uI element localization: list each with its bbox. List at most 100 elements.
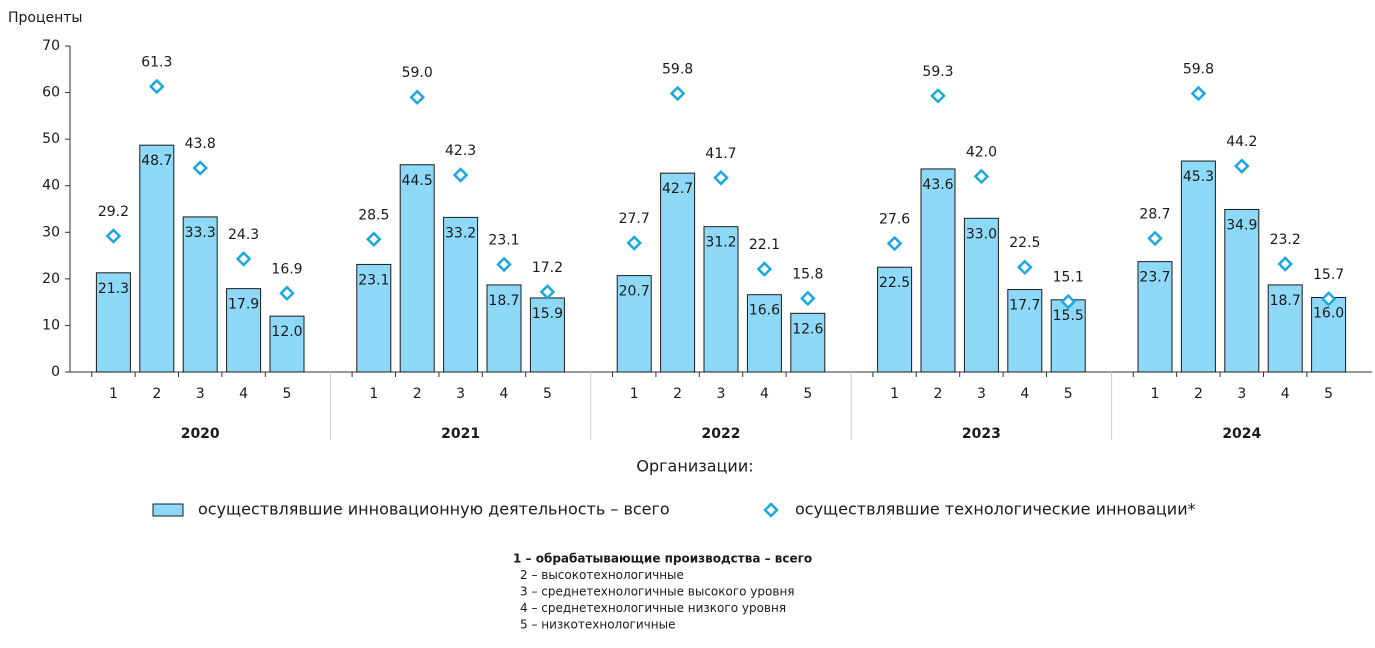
marker (626, 235, 642, 251)
data-label: 17.2 (532, 260, 563, 276)
note: 4 – среднетехнологичные низкого уровня (520, 601, 786, 615)
data-label: 24.3 (228, 227, 259, 243)
bar (1311, 296, 1347, 373)
y-tick-label: 40 (42, 178, 60, 194)
bar (182, 216, 218, 373)
bar (660, 172, 696, 373)
marker (366, 231, 382, 248)
data-label: 59.3 (922, 64, 953, 80)
x-tick-label: 3 (717, 386, 726, 402)
data-label: 18.7 (488, 293, 519, 309)
data-label: 15.1 (1053, 270, 1084, 286)
note: 1 – обрабатывающие производства – всего (513, 552, 812, 566)
data-label: 27.6 (879, 211, 910, 227)
bar (616, 275, 652, 373)
group-label: 2021 (441, 426, 480, 442)
data-label: 33.3 (185, 225, 216, 241)
x-tick-label: 4 (1281, 386, 1290, 402)
note: 5 – низкотехнологичные (520, 618, 675, 632)
legend-label: осуществлявшие технологические инновации… (795, 500, 1196, 519)
x-tick-label: 4 (239, 386, 248, 402)
marker (149, 78, 165, 95)
legend-label: осуществлявшие инновационную деятельност… (198, 500, 670, 519)
x-tick-label: 2 (934, 386, 943, 402)
x-tick-label: 5 (803, 386, 812, 402)
data-label: 28.7 (1139, 206, 1170, 222)
bar (1007, 289, 1043, 373)
data-label: 15.7 (1313, 267, 1344, 283)
bar (1224, 208, 1260, 373)
group-label: 2024 (1222, 426, 1261, 442)
group-label: 2022 (702, 426, 741, 442)
marker (452, 167, 469, 183)
x-tick-label: 1 (630, 386, 639, 402)
x-tick-label: 1 (109, 386, 118, 402)
data-label: 16.9 (271, 261, 302, 277)
marker (756, 261, 773, 277)
marker (930, 88, 946, 104)
y-tick-label: 30 (42, 224, 60, 240)
marker (1234, 158, 1250, 174)
x-tick-label: 1 (1151, 386, 1160, 402)
group-label: 2023 (962, 426, 1001, 442)
y-tick-label: 20 (42, 271, 60, 287)
marker (669, 85, 686, 102)
data-label: 21.3 (98, 281, 129, 297)
x-tick-label: 3 (196, 386, 205, 402)
data-label: 15.9 (532, 306, 563, 322)
note: 3 – среднетехнологичные высокого уровня (520, 585, 795, 599)
bar (226, 288, 262, 373)
data-label: 45.3 (1183, 169, 1214, 185)
note: 2 – высокотехнологичные (520, 568, 684, 582)
data-label: 33.2 (445, 225, 476, 241)
data-label: 20.7 (619, 284, 650, 300)
data-label: 34.9 (1226, 217, 1257, 233)
data-label: 42.7 (662, 181, 693, 197)
bar (356, 263, 392, 373)
x-tick-label: 4 (1020, 386, 1029, 402)
data-label: 23.7 (1139, 270, 1170, 286)
bar (877, 266, 913, 373)
bar (920, 168, 956, 373)
marker (1190, 85, 1207, 102)
marker (1277, 256, 1293, 272)
data-label: 59.8 (1183, 62, 1214, 78)
y-tick-label: 70 (42, 38, 60, 54)
legend-swatch (763, 502, 779, 518)
x-tick-label: 1 (890, 386, 899, 402)
marker (800, 290, 816, 307)
y-tick-label: 10 (42, 317, 60, 333)
x-tick-label: 2 (413, 386, 422, 402)
x-tick-label: 3 (456, 386, 465, 402)
bar (139, 144, 175, 373)
marker (713, 170, 729, 186)
marker (105, 228, 122, 244)
x-tick-label: 5 (1324, 386, 1333, 402)
y-tick-label: 60 (42, 85, 60, 101)
data-label: 43.6 (922, 177, 953, 193)
data-label: 42.3 (445, 143, 476, 159)
marker (1320, 291, 1337, 307)
data-label: 27.7 (619, 211, 650, 227)
x-tick-label: 1 (369, 386, 378, 402)
marker (539, 284, 556, 300)
x-tick-label: 4 (760, 386, 769, 402)
bar (703, 226, 739, 373)
data-label: 23.1 (488, 232, 519, 248)
marker (1147, 230, 1163, 247)
bar (746, 294, 782, 373)
bar (95, 272, 131, 373)
data-label: 44.5 (402, 173, 433, 189)
y-tick-label: 0 (51, 364, 60, 380)
data-label: 18.7 (1270, 293, 1301, 309)
bar (790, 312, 826, 373)
x-tick-label: 2 (1194, 386, 1203, 402)
y-tick-label: 50 (42, 131, 60, 147)
data-label: 23.1 (358, 272, 389, 288)
marker (1060, 293, 1076, 310)
data-label: 17.7 (1009, 298, 1040, 314)
data-label: 16.0 (1313, 305, 1344, 321)
data-label: 42.0 (966, 144, 997, 160)
data-label: 17.9 (228, 297, 259, 313)
x-tick-label: 4 (500, 386, 509, 402)
